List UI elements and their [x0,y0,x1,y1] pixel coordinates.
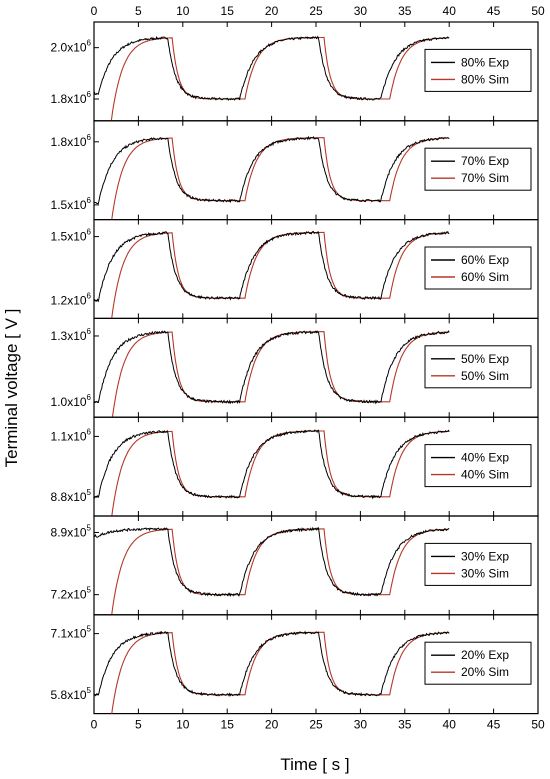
exp-series-line [94,330,450,405]
exp-series-line [94,35,450,101]
legend-box [424,345,532,389]
x-axis-title: Time [ s ] [280,755,349,774]
legend-entry: 20% Exp [461,648,509,662]
top-x-tick-20: 20 [265,4,279,18]
panel-1: 2.0x106 1.8x106 80% Exp 80% Sim [51,21,539,122]
panel-7: 7.1x105 5.8x105 20% Exp 20% Sim [51,614,539,715]
chart-panels: 2.0x106 1.8x106 80% Exp 80% Sim 1.8x106 1.5x1… [51,21,539,715]
bottom-x-tick-40: 40 [443,718,457,732]
legend-entry: 70% Sim [461,171,509,185]
bottom-x-tick-labels: 0 5 10 15 20 25 30 35 40 45 50 [91,718,545,732]
top-x-tick-40: 40 [443,4,457,18]
top-x-tick-10: 10 [176,4,190,18]
legend-box [424,542,532,586]
top-x-tick-25: 25 [309,4,323,18]
legend-entry: 50% Sim [461,369,509,383]
top-x-tick-50: 50 [531,4,545,18]
y-axis-title: Terminal voltage [ V ] [2,309,21,468]
y-tick-label: 1.2x106 [51,291,92,307]
panel-6: 8.9x105 7.2x105 30% Exp 30% Sim [51,515,539,616]
legend-entry: 60% Exp [461,253,509,267]
bottom-x-tick-30: 30 [354,718,368,732]
exp-series-line [94,526,450,597]
legend-entry: 30% Exp [461,549,509,563]
y-tick-label: 8.8x105 [51,488,92,504]
y-tick-label: 2.0x106 [51,39,92,55]
exp-series-line [94,630,450,697]
panel-3: 1.5x106 1.2x106 60% Exp 60% Sim [51,219,539,320]
legend-box [424,48,532,92]
legend-box [424,641,532,685]
y-tick-label: 8.9x105 [51,523,92,539]
legend-box [424,444,532,488]
bottom-x-tick-45: 45 [487,718,501,732]
legend-entry: 60% Sim [461,270,509,284]
panel-legend: 30% Exp 30% Sim [424,542,532,586]
panel-legend: 50% Exp 50% Sim [424,345,532,389]
y-tick-label: 1.3x106 [51,327,92,343]
y-tick-label: 1.8x106 [51,133,92,149]
legend-entry: 70% Exp [461,154,509,168]
panel-legend: 60% Exp 60% Sim [424,246,532,290]
sim-series-line [111,430,449,517]
panel-legend: 20% Exp 20% Sim [424,641,532,685]
legend-entry: 30% Sim [461,566,509,580]
y-tick-label: 1.5x106 [51,196,92,212]
panel-legend: 70% Exp 70% Sim [424,147,532,191]
panel-4: 1.3x106 1.0x106 50% Exp 50% Sim [51,317,539,418]
top-x-tick-45: 45 [487,4,501,18]
legend-entry: 40% Exp [461,451,509,465]
bottom-x-tick-10: 10 [176,718,190,732]
bottom-x-tick-50: 50 [531,718,545,732]
legend-entry: 20% Sim [461,665,509,679]
panel-legend: 40% Exp 40% Sim [424,444,532,488]
legend-box [424,246,532,290]
panel-2: 1.8x106 1.5x106 70% Exp 70% Sim [51,120,539,221]
panel-legend: 80% Exp 80% Sim [424,48,532,92]
bottom-x-tick-20: 20 [265,718,279,732]
exp-series-line [94,429,450,500]
top-x-tick-30: 30 [354,4,368,18]
exp-series-line [94,231,450,303]
sim-series-line [111,330,449,418]
legend-entry: 80% Exp [461,55,509,69]
bottom-x-tick-5: 5 [135,718,142,732]
top-x-tick-15: 15 [221,4,235,18]
top-x-tick-35: 35 [398,4,412,18]
y-tick-label: 7.2x105 [51,586,92,602]
y-tick-label: 1.5x106 [51,228,92,244]
top-x-tick-5: 5 [135,4,142,18]
legend-entry: 50% Exp [461,352,509,366]
y-tick-label: 1.0x106 [51,393,92,409]
legend-entry: 80% Sim [461,72,509,86]
panel-5: 1.1x106 8.8x105 40% Exp 40% Sim [51,416,539,517]
bottom-x-tick-35: 35 [398,718,412,732]
sim-series-line [111,136,449,220]
sim-series-line [110,36,449,121]
y-tick-label: 5.8x105 [51,686,92,702]
bottom-x-tick-25: 25 [309,718,323,732]
legend-box [424,147,532,191]
y-tick-label: 1.8x106 [51,90,92,106]
sim-series-line [111,631,449,714]
y-tick-label: 1.1x106 [51,427,92,443]
bottom-x-tick-15: 15 [221,718,235,732]
sim-series-line [111,231,449,319]
sim-series-line [111,528,449,615]
top-x-ticks: 0 5 10 15 20 25 30 35 40 45 50 [91,4,545,18]
legend-entry: 40% Sim [461,468,509,482]
bottom-x-tick-0: 0 [91,718,98,732]
y-tick-label: 7.1x105 [51,625,92,641]
exp-series-line [94,135,450,205]
top-x-tick-0: 0 [91,4,98,18]
